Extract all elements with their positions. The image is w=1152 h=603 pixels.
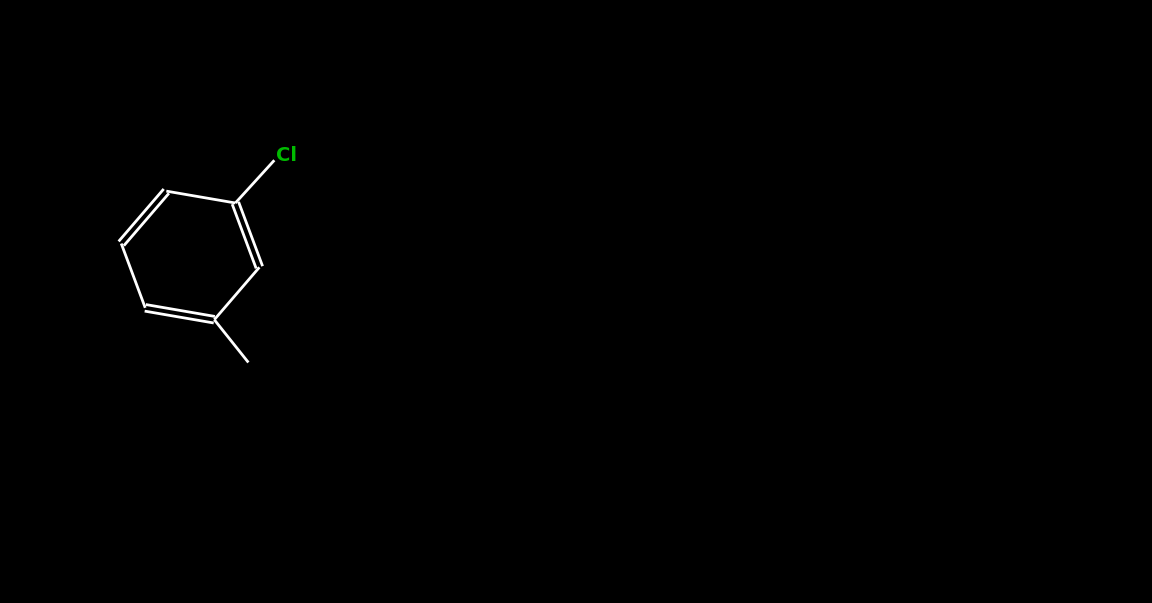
- Text: Cl: Cl: [275, 146, 296, 165]
